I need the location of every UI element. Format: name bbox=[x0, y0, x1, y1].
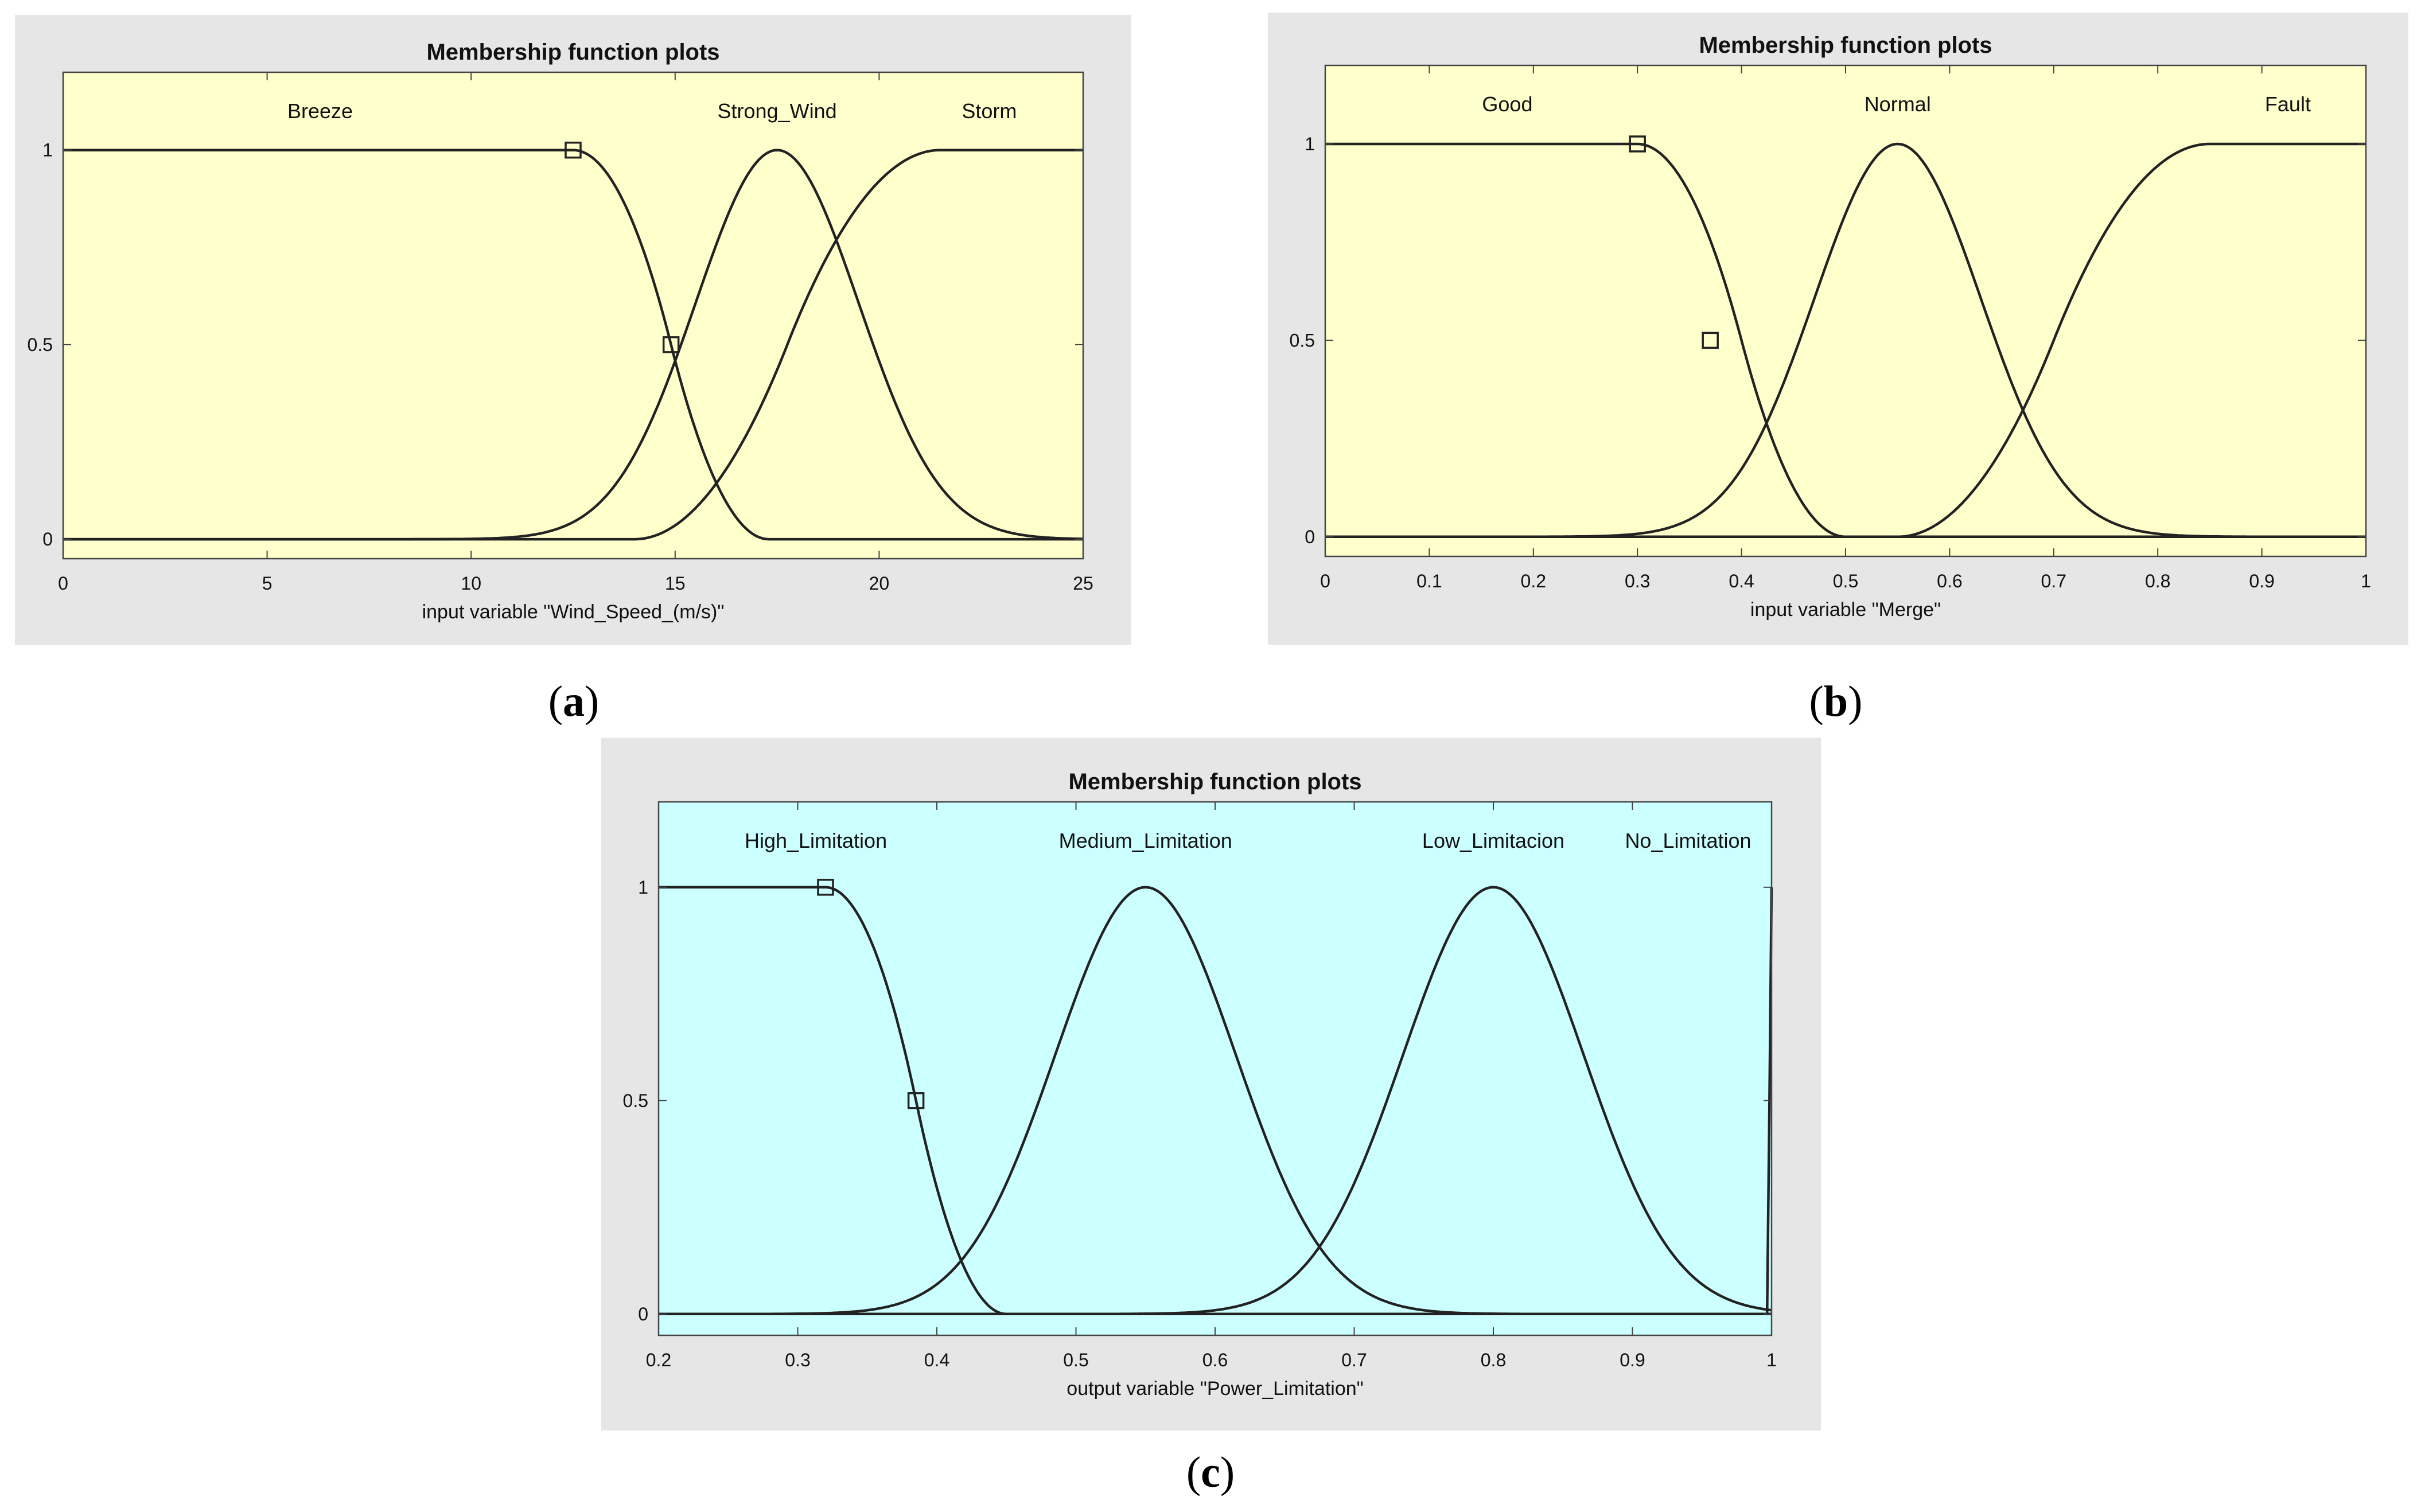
mf-label-fault: Fault bbox=[2265, 92, 2311, 116]
x-tick-label: 20 bbox=[869, 573, 890, 594]
chart-title-c: Membership function plots bbox=[1068, 769, 1361, 794]
x-tick-label: 0.3 bbox=[785, 1350, 810, 1370]
y-tick-label: 0 bbox=[42, 529, 53, 550]
y-tick-label: 0 bbox=[638, 1304, 648, 1324]
mf-curve-fault bbox=[1325, 142, 2366, 539]
subfigure-label-b: (b) bbox=[1809, 677, 1863, 726]
mf-label-low-limitacion: Low_Limitacion bbox=[1422, 829, 1564, 852]
y-tick-label: 0.5 bbox=[1290, 330, 1315, 350]
mf-curve-breeze bbox=[63, 149, 1083, 541]
chart-title-b: Membership function plots bbox=[1699, 33, 1992, 58]
mf-label-storm: Storm bbox=[962, 99, 1017, 123]
x-axis-label-a: input variable "Wind_Speed_(m/s)" bbox=[422, 601, 725, 623]
x-tick-label: 0.6 bbox=[1202, 1350, 1228, 1370]
x-tick-label: 10 bbox=[461, 573, 481, 594]
y-tick-label: 1 bbox=[42, 140, 53, 161]
y-tick-label: 0.5 bbox=[623, 1090, 648, 1111]
x-tick-label: 0.2 bbox=[1521, 571, 1546, 591]
x-tick-label: 0 bbox=[58, 573, 68, 594]
x-tick-label: 0.4 bbox=[924, 1350, 949, 1370]
x-tick-label: 0.9 bbox=[2249, 571, 2274, 591]
x-tick-label: 15 bbox=[665, 573, 686, 594]
chart-b: Good Normal Fault 0 0.1 0.2 0.3 0.4 0.5 0.6 0.7 0.8… bbox=[1290, 33, 2371, 621]
x-tick-label: 0.4 bbox=[1729, 571, 1754, 591]
plot-area-a bbox=[63, 72, 1083, 559]
x-tick-label: 1 bbox=[2361, 571, 2371, 591]
subfigure-label-a: (a) bbox=[548, 677, 600, 726]
handle-marker-1 bbox=[817, 879, 834, 896]
mf-label-no-limitation: No_Limitation bbox=[1625, 829, 1751, 852]
x-tick-label: 0.2 bbox=[646, 1350, 671, 1370]
x-tick-label: 0.8 bbox=[2145, 571, 2170, 591]
mf-label-high-limitation: High_Limitation bbox=[745, 829, 887, 852]
handle-marker-2 bbox=[907, 1092, 925, 1109]
handle-marker-1 bbox=[565, 141, 582, 159]
plot-area-b bbox=[1325, 65, 2366, 556]
handle-marker-2 bbox=[1702, 332, 1719, 349]
y-tick-label: 0 bbox=[1305, 527, 1315, 547]
chart-a: Breeze Strong_Wind Storm 0 5 10 15 20 25 0 0.5 1 Mem… bbox=[28, 40, 1093, 623]
chart-c: High_Limitation Medium_Limitation Low_Limi… bbox=[623, 769, 1777, 1400]
x-tick-label: 0.8 bbox=[1481, 1350, 1506, 1370]
x-tick-label: 0.9 bbox=[1620, 1350, 1645, 1370]
panel-c: High_Limitation Medium_Limitation Low_Limi… bbox=[601, 738, 1821, 1431]
panel-b: Good Normal Fault 0 0.1 0.2 0.3 0.4 0.5 0.6 0.7 0.8… bbox=[1268, 13, 2408, 645]
x-tick-label: 0.5 bbox=[1833, 571, 1858, 591]
mf-label-medium-limitation: Medium_Limitation bbox=[1059, 829, 1232, 852]
panel-a: Breeze Strong_Wind Storm 0 5 10 15 20 25 0 0.5 1 Mem… bbox=[15, 15, 1131, 645]
x-tick-label: 0.1 bbox=[1416, 571, 1442, 591]
mf-curve-storm bbox=[63, 149, 1083, 541]
mf-label-normal: Normal bbox=[1865, 92, 1931, 116]
x-axis-label-b: input variable "Merge" bbox=[1750, 599, 1941, 621]
mf-label-strong-wind: Strong_Wind bbox=[718, 99, 837, 123]
x-tick-label: 25 bbox=[1073, 573, 1093, 594]
chart-title-a: Membership function plots bbox=[426, 40, 719, 65]
y-tick-label: 1 bbox=[1305, 134, 1315, 154]
x-axis-label-c: output variable "Power_Limitation" bbox=[1067, 1378, 1363, 1400]
mf-label-breeze: Breeze bbox=[287, 99, 353, 123]
x-tick-label: 1 bbox=[1766, 1350, 1777, 1370]
x-tick-label: 0.3 bbox=[1625, 571, 1650, 591]
handle-marker-1 bbox=[1629, 135, 1646, 153]
x-tick-label: 0 bbox=[1320, 571, 1330, 591]
y-tick-label: 0.5 bbox=[28, 334, 53, 355]
x-tick-label: 0.5 bbox=[1063, 1350, 1088, 1370]
x-tick-label: 5 bbox=[262, 573, 273, 594]
handle-marker-2 bbox=[662, 336, 680, 353]
y-tick-label: 1 bbox=[638, 877, 648, 898]
x-tick-label: 0.6 bbox=[1937, 571, 1962, 591]
mf-label-good: Good bbox=[1482, 92, 1532, 116]
subfigure-label-c: (c) bbox=[1186, 1448, 1235, 1497]
x-tick-label: 0.7 bbox=[1341, 1350, 1367, 1370]
axes-frame-a bbox=[62, 71, 1084, 560]
x-tick-label: 0.7 bbox=[2041, 571, 2066, 591]
mf-curve-no-limitation bbox=[659, 887, 1773, 1316]
plot-area-c bbox=[659, 802, 1772, 1335]
